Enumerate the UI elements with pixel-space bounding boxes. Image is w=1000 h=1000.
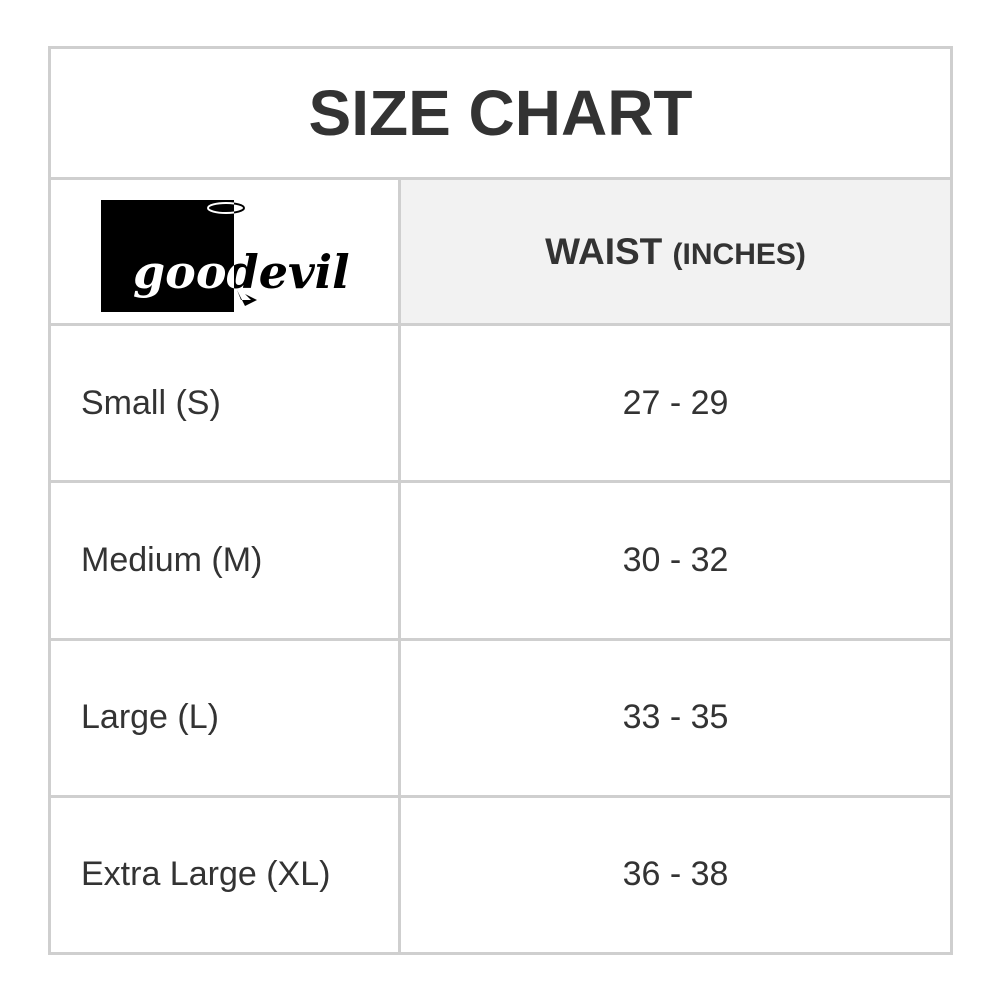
size-chart-table: SIZE CHART goodevil WAIST (INCHES) Small…	[48, 45, 953, 956]
goodevil-logo: goodevil	[101, 200, 350, 313]
size-label: Medium (M)	[48, 480, 401, 641]
size-label: Small (S)	[48, 323, 401, 484]
chart-title: SIZE CHART	[48, 45, 953, 181]
waist-value: 30 - 32	[398, 480, 953, 641]
size-label: Large (L)	[48, 637, 401, 798]
table-row: Large (L) 33 - 35	[48, 637, 953, 798]
measure-label: WAIST	[545, 230, 663, 272]
unit-label: (INCHES)	[672, 237, 806, 271]
waist-value: 36 - 38	[398, 794, 953, 956]
logo-black-box	[101, 200, 234, 313]
table-row: Small (S) 27 - 29	[48, 323, 953, 484]
devil-tail-icon	[237, 290, 257, 307]
waist-header: WAIST (INCHES)	[398, 177, 953, 327]
size-label: Extra Large (XL)	[48, 794, 401, 956]
waist-value: 33 - 35	[398, 637, 953, 798]
waist-value: 27 - 29	[398, 323, 953, 484]
logo-cell: goodevil	[48, 177, 401, 327]
table-row: Extra Large (XL) 36 - 38	[48, 794, 953, 956]
table-row: Medium (M) 30 - 32	[48, 480, 953, 641]
logo-text: goodevil	[133, 245, 350, 299]
